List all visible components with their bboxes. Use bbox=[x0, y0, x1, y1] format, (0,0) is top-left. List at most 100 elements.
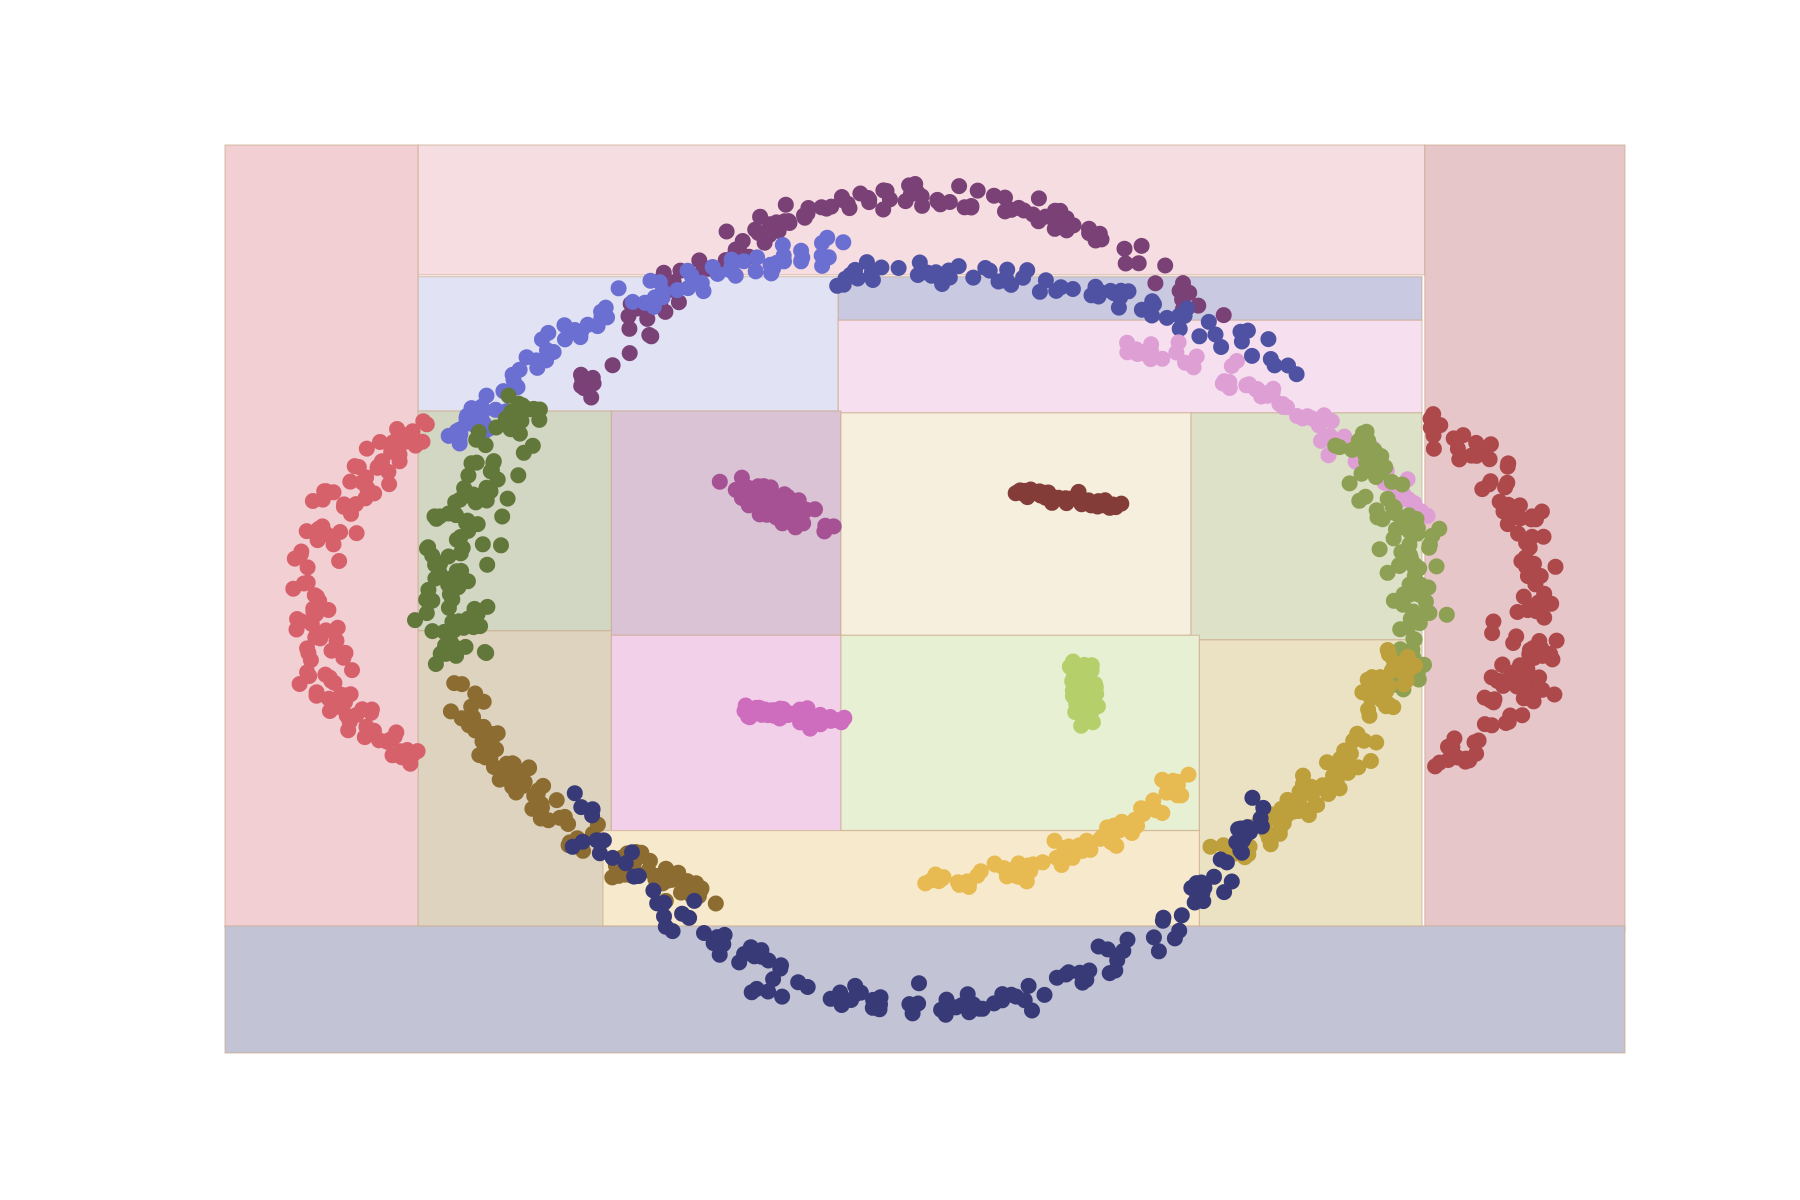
data-point bbox=[1171, 320, 1188, 337]
data-point bbox=[709, 929, 726, 946]
data-point bbox=[1356, 732, 1372, 749]
data-point bbox=[1341, 475, 1358, 492]
data-point bbox=[470, 424, 487, 440]
data-point bbox=[1200, 313, 1217, 330]
data-point bbox=[1244, 789, 1261, 806]
data-point bbox=[1010, 199, 1027, 216]
data-point bbox=[323, 672, 340, 689]
data-point bbox=[299, 640, 316, 657]
data-point bbox=[683, 267, 700, 284]
data-point bbox=[1514, 707, 1531, 724]
data-point bbox=[415, 413, 432, 430]
data-point bbox=[802, 720, 819, 737]
data-point bbox=[1476, 716, 1493, 733]
data-point bbox=[1078, 971, 1095, 988]
data-point bbox=[1482, 436, 1499, 453]
data-point bbox=[309, 532, 326, 549]
data-point bbox=[424, 623, 441, 640]
data-point bbox=[548, 792, 565, 809]
data-point bbox=[1105, 285, 1122, 302]
data-point bbox=[770, 222, 787, 239]
data-point bbox=[848, 985, 865, 1002]
data-point bbox=[448, 531, 465, 548]
data-point bbox=[1074, 842, 1091, 859]
data-point bbox=[864, 272, 881, 288]
data-point bbox=[681, 909, 698, 926]
data-point bbox=[457, 638, 474, 655]
data-point bbox=[479, 556, 496, 573]
data-point bbox=[1223, 873, 1240, 890]
data-point bbox=[1019, 262, 1036, 279]
data-point bbox=[1327, 437, 1344, 454]
data-point bbox=[1392, 592, 1409, 609]
data-point bbox=[1422, 419, 1439, 436]
data-point bbox=[298, 523, 315, 540]
data-point bbox=[418, 605, 435, 622]
series-15 bbox=[1061, 653, 1106, 734]
data-point bbox=[959, 986, 976, 1003]
data-point bbox=[1275, 399, 1292, 415]
data-point bbox=[1048, 282, 1065, 299]
data-point bbox=[427, 656, 444, 672]
data-point bbox=[1511, 497, 1528, 514]
data-point bbox=[1037, 272, 1054, 289]
data-point bbox=[875, 201, 892, 218]
data-point bbox=[458, 514, 475, 531]
data-point bbox=[1350, 759, 1367, 776]
data-point bbox=[1228, 353, 1245, 369]
data-point bbox=[518, 349, 535, 366]
data-point bbox=[407, 612, 423, 629]
data-point bbox=[1444, 739, 1461, 756]
data-point bbox=[835, 234, 852, 251]
data-point bbox=[1116, 240, 1133, 257]
data-point bbox=[911, 975, 927, 992]
data-point bbox=[774, 988, 791, 1005]
data-point bbox=[1119, 931, 1136, 948]
region-upper-pink bbox=[837, 319, 1423, 414]
data-point bbox=[793, 242, 810, 259]
data-point bbox=[335, 498, 352, 515]
data-point bbox=[465, 486, 482, 503]
data-point bbox=[1528, 603, 1545, 620]
data-point bbox=[1368, 734, 1385, 751]
data-point bbox=[610, 280, 627, 297]
data-point bbox=[474, 536, 491, 553]
data-point bbox=[839, 195, 856, 212]
data-point bbox=[1046, 220, 1063, 237]
data-point bbox=[534, 331, 550, 348]
data-point bbox=[531, 401, 548, 418]
data-point bbox=[1064, 281, 1081, 297]
data-point bbox=[998, 868, 1015, 885]
data-point bbox=[1518, 558, 1535, 575]
data-point bbox=[743, 984, 760, 1001]
data-point bbox=[1532, 568, 1549, 584]
data-point bbox=[1255, 799, 1272, 816]
data-point bbox=[1531, 669, 1548, 686]
data-point bbox=[1065, 653, 1081, 670]
data-point bbox=[749, 249, 766, 266]
data-point bbox=[1474, 481, 1491, 498]
data-point bbox=[897, 193, 914, 210]
series-11 bbox=[1422, 406, 1565, 775]
data-point bbox=[664, 923, 681, 940]
data-point bbox=[331, 553, 348, 569]
data-point bbox=[1351, 492, 1368, 509]
data-point bbox=[651, 274, 668, 291]
data-point bbox=[1543, 595, 1560, 612]
data-point bbox=[465, 619, 482, 636]
data-point bbox=[707, 895, 724, 912]
data-point bbox=[493, 537, 509, 554]
data-point bbox=[1344, 441, 1361, 458]
data-point bbox=[485, 453, 502, 470]
data-point bbox=[1323, 413, 1340, 430]
data-point bbox=[1497, 479, 1514, 496]
data-point bbox=[1191, 328, 1208, 345]
data-point bbox=[774, 237, 791, 253]
data-point bbox=[1082, 706, 1099, 723]
data-point bbox=[997, 203, 1013, 220]
data-point bbox=[1036, 986, 1053, 1003]
data-point bbox=[1195, 893, 1212, 910]
data-point bbox=[1214, 375, 1231, 392]
data-point bbox=[723, 251, 740, 268]
